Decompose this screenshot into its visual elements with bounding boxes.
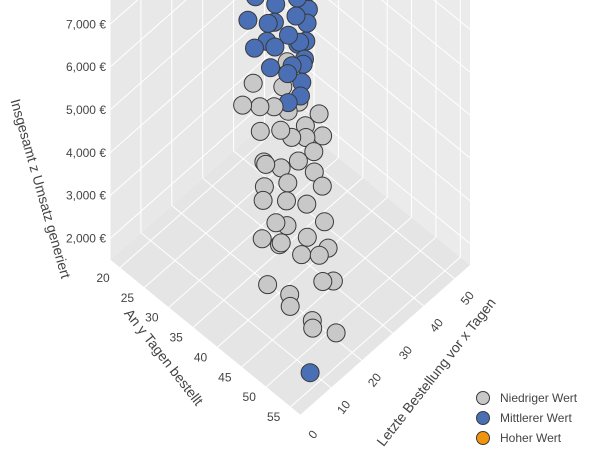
data-point: [304, 142, 324, 162]
data-point: [313, 272, 333, 291]
y-gridline: [289, 0, 461, 408]
x-tick-label: 10: [334, 397, 353, 416]
y-gridline: [192, 0, 364, 328]
data-point: [261, 58, 280, 78]
legend-label: Mittlerer Wert: [500, 411, 572, 425]
data-point: [253, 190, 273, 210]
data-point: [271, 120, 291, 140]
y-tick-label: 50: [243, 390, 257, 404]
data-point: [297, 194, 317, 214]
data-point: [300, 363, 320, 383]
data-point: [309, 245, 329, 265]
y-gridline: [216, 0, 388, 348]
data-point: [313, 126, 333, 146]
z-gridline: [109, 0, 471, 116]
y-tick-label: 35: [169, 331, 183, 345]
x-tick-label: 30: [396, 343, 415, 362]
data-point: [315, 212, 334, 232]
back-wall-right: [280, 0, 470, 265]
z-tick-label: 2,000 €: [66, 232, 106, 246]
data-point: [278, 173, 298, 193]
data-point: [256, 154, 276, 174]
y-gridline: [241, 0, 412, 368]
data-point: [266, 0, 286, 14]
data-point: [277, 191, 296, 211]
back-planes: [110, 0, 470, 415]
data-point: [271, 233, 291, 253]
data-point: [233, 95, 253, 115]
data-point: [286, 6, 306, 26]
data-point: [297, 227, 317, 247]
legend-marker: [476, 411, 490, 425]
z-gridline: [109, 0, 471, 73]
x-tick-label: 50: [458, 288, 477, 307]
legend-label: Hoher Wert: [500, 431, 562, 445]
data-point: [258, 275, 278, 295]
y-tick-label: 55: [267, 410, 281, 424]
data-point: [278, 64, 298, 84]
y-tick-label: 25: [121, 291, 135, 305]
z-tick-label: 6,000 €: [66, 60, 106, 74]
data-point: [250, 97, 270, 117]
data-point: [288, 151, 308, 171]
z-axis-title: Insgesamt z Umsatz generiert: [7, 97, 74, 280]
legend-marker: [476, 431, 490, 445]
x-tick-label: 40: [427, 316, 446, 335]
legend: Niedriger Wert Mittlerer Wert Hoher Wert: [476, 391, 578, 445]
legend-marker: [476, 391, 490, 405]
data-point: [238, 10, 258, 30]
data-point: [303, 318, 323, 338]
x-tick-label: 0: [305, 427, 320, 441]
data-point: [245, 38, 264, 58]
x-gridline: [109, 0, 301, 416]
data-point: [326, 323, 346, 343]
back-wall-left: [110, 0, 280, 260]
data-point: [292, 245, 312, 265]
data-point: [312, 176, 332, 196]
y-tick-label: 40: [194, 350, 208, 364]
data-point: [279, 25, 298, 45]
x-tick-label: 20: [365, 370, 384, 389]
data-point: [243, 73, 263, 93]
z-tick-label: 5,000 €: [66, 103, 106, 117]
data-point: [265, 37, 285, 57]
data-point: [252, 229, 272, 249]
floor-plane: [110, 110, 470, 415]
data-points: [233, 0, 346, 383]
y-tick-label: 30: [145, 311, 159, 325]
data-point: [246, 0, 265, 7]
x-gridline: [233, 0, 424, 307]
y-gridline: [265, 0, 437, 388]
z-tick-label: 4,000 €: [66, 146, 106, 160]
data-point: [250, 121, 270, 141]
x-gridline: [140, 0, 332, 389]
legend-label: Niedriger Wert: [500, 391, 578, 405]
data-point: [280, 296, 300, 316]
data-point: [258, 13, 278, 33]
z-tick-label: 7,000 €: [66, 17, 106, 31]
y-tick-label: 45: [218, 370, 232, 384]
y-gridline: [168, 0, 339, 309]
y-tick-label: 20: [96, 271, 110, 285]
data-point: [309, 104, 329, 124]
data-point: [266, 213, 286, 233]
tick-labels: 0 10 20 30 40 50 20 25 30 35 40 45 50 55 2,000 € 3,000 …: [66, 17, 477, 441]
z-tick-label: 3,000 €: [66, 189, 106, 203]
